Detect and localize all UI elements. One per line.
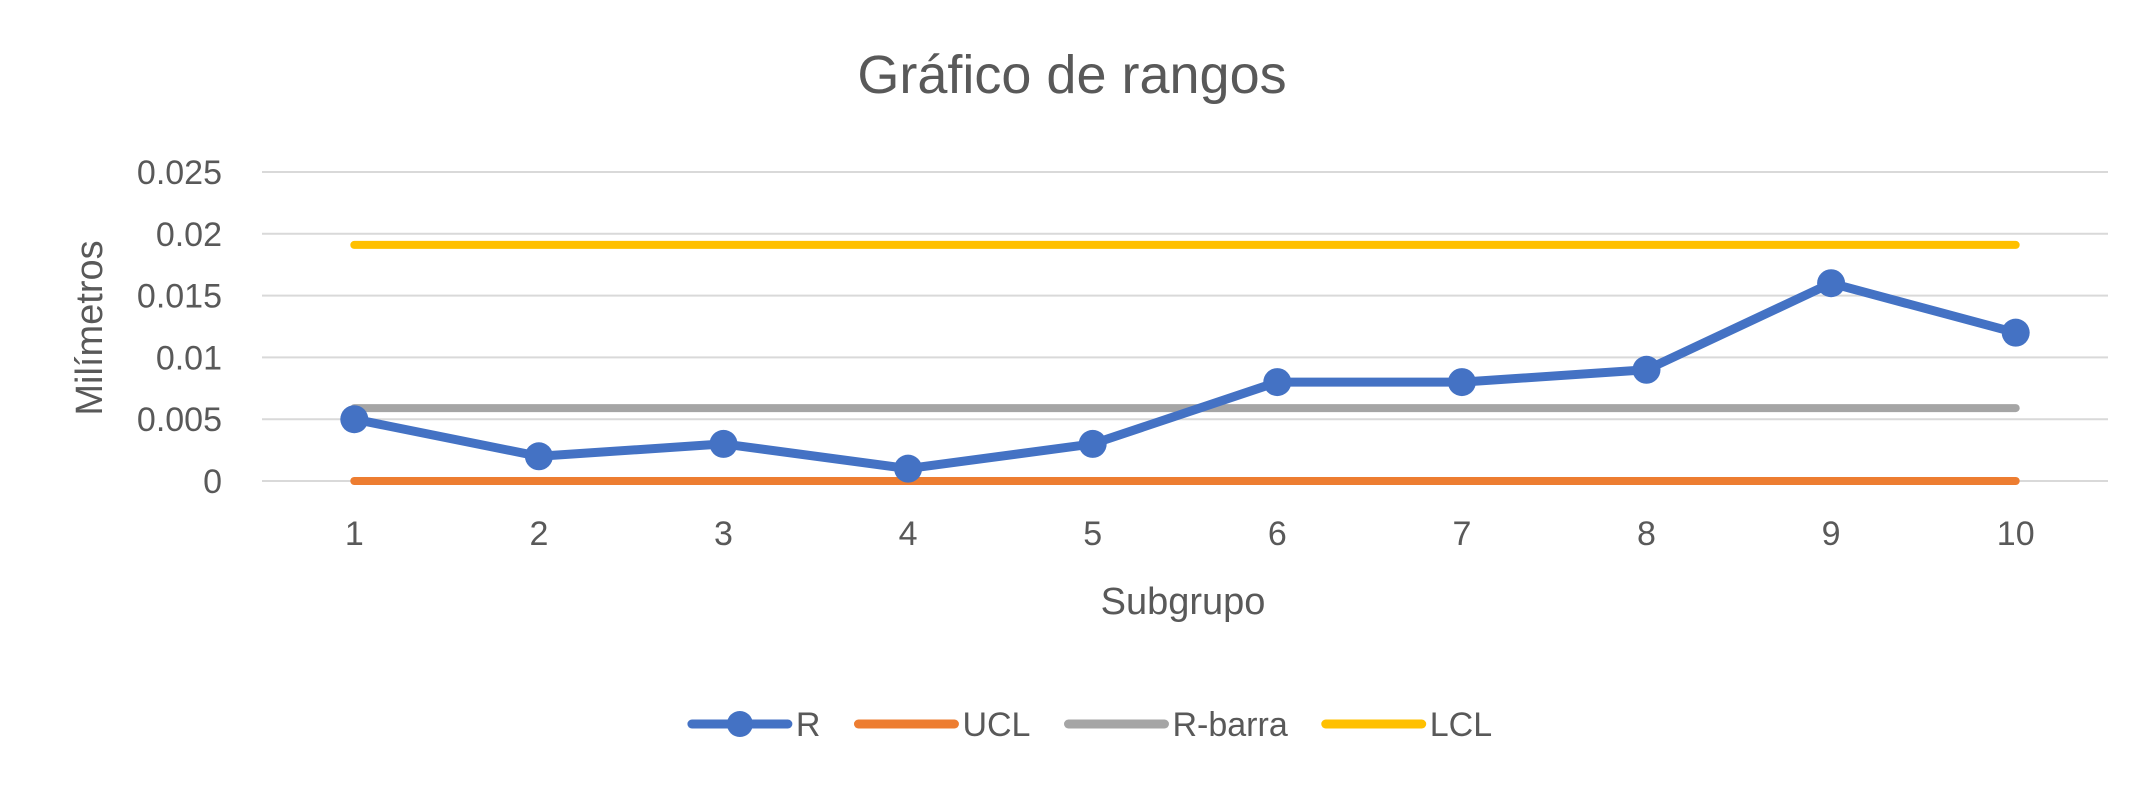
y-axis-title: Milímetros — [69, 240, 111, 415]
data-point-r — [894, 454, 923, 483]
x-tick-label: 4 — [899, 515, 918, 553]
x-tick-label: 5 — [1083, 515, 1102, 553]
data-point-r — [340, 405, 369, 434]
data-point-r — [1817, 269, 1846, 298]
y-axis-ticks: 0 0.005 0.01 0.015 0.02 0.025 — [137, 154, 222, 501]
x-tick-label: 9 — [1822, 515, 1841, 553]
legend: R UCL R-barra LCL — [687, 706, 1492, 744]
y-tick-label: 0.015 — [137, 278, 222, 316]
data-point-r — [1447, 368, 1476, 397]
data-point-r — [1078, 429, 1107, 458]
data-point-r — [1263, 368, 1292, 397]
x-tick-label: 1 — [345, 515, 364, 553]
legend-label-lcl: LCL — [1430, 706, 1492, 744]
x-tick-label: 10 — [1997, 515, 2035, 553]
y-tick-label: 0.02 — [156, 216, 222, 254]
series-line-r — [349, 278, 2021, 474]
legend-marker-r — [726, 711, 753, 737]
legend-label-ucl: UCL — [962, 706, 1030, 744]
y-tick-label: 0.01 — [156, 339, 222, 377]
x-tick-label: 2 — [529, 515, 548, 553]
x-tick-label: 8 — [1637, 515, 1656, 553]
data-point-r — [709, 429, 738, 458]
x-tick-label: 7 — [1452, 515, 1471, 553]
y-tick-label: 0.005 — [137, 401, 222, 439]
series-lines — [340, 240, 2030, 485]
x-tick-label: 6 — [1268, 515, 1287, 553]
x-tick-label: 3 — [714, 515, 733, 553]
gridlines — [262, 171, 2108, 482]
legend-label-r-barra: R-barra — [1172, 706, 1287, 744]
x-axis-title: Subgrupo — [1101, 581, 1266, 623]
chart-title: Gráfico de rangos — [857, 45, 1286, 105]
data-point-r — [1632, 355, 1661, 384]
y-tick-label: 0 — [203, 463, 222, 501]
x-axis-ticks: 1 2 3 4 5 6 7 8 9 10 — [345, 515, 2035, 553]
legend-label-r: R — [796, 706, 821, 744]
data-point-r — [2001, 318, 2030, 347]
y-tick-label: 0.025 — [137, 154, 222, 192]
data-point-r — [524, 442, 553, 471]
